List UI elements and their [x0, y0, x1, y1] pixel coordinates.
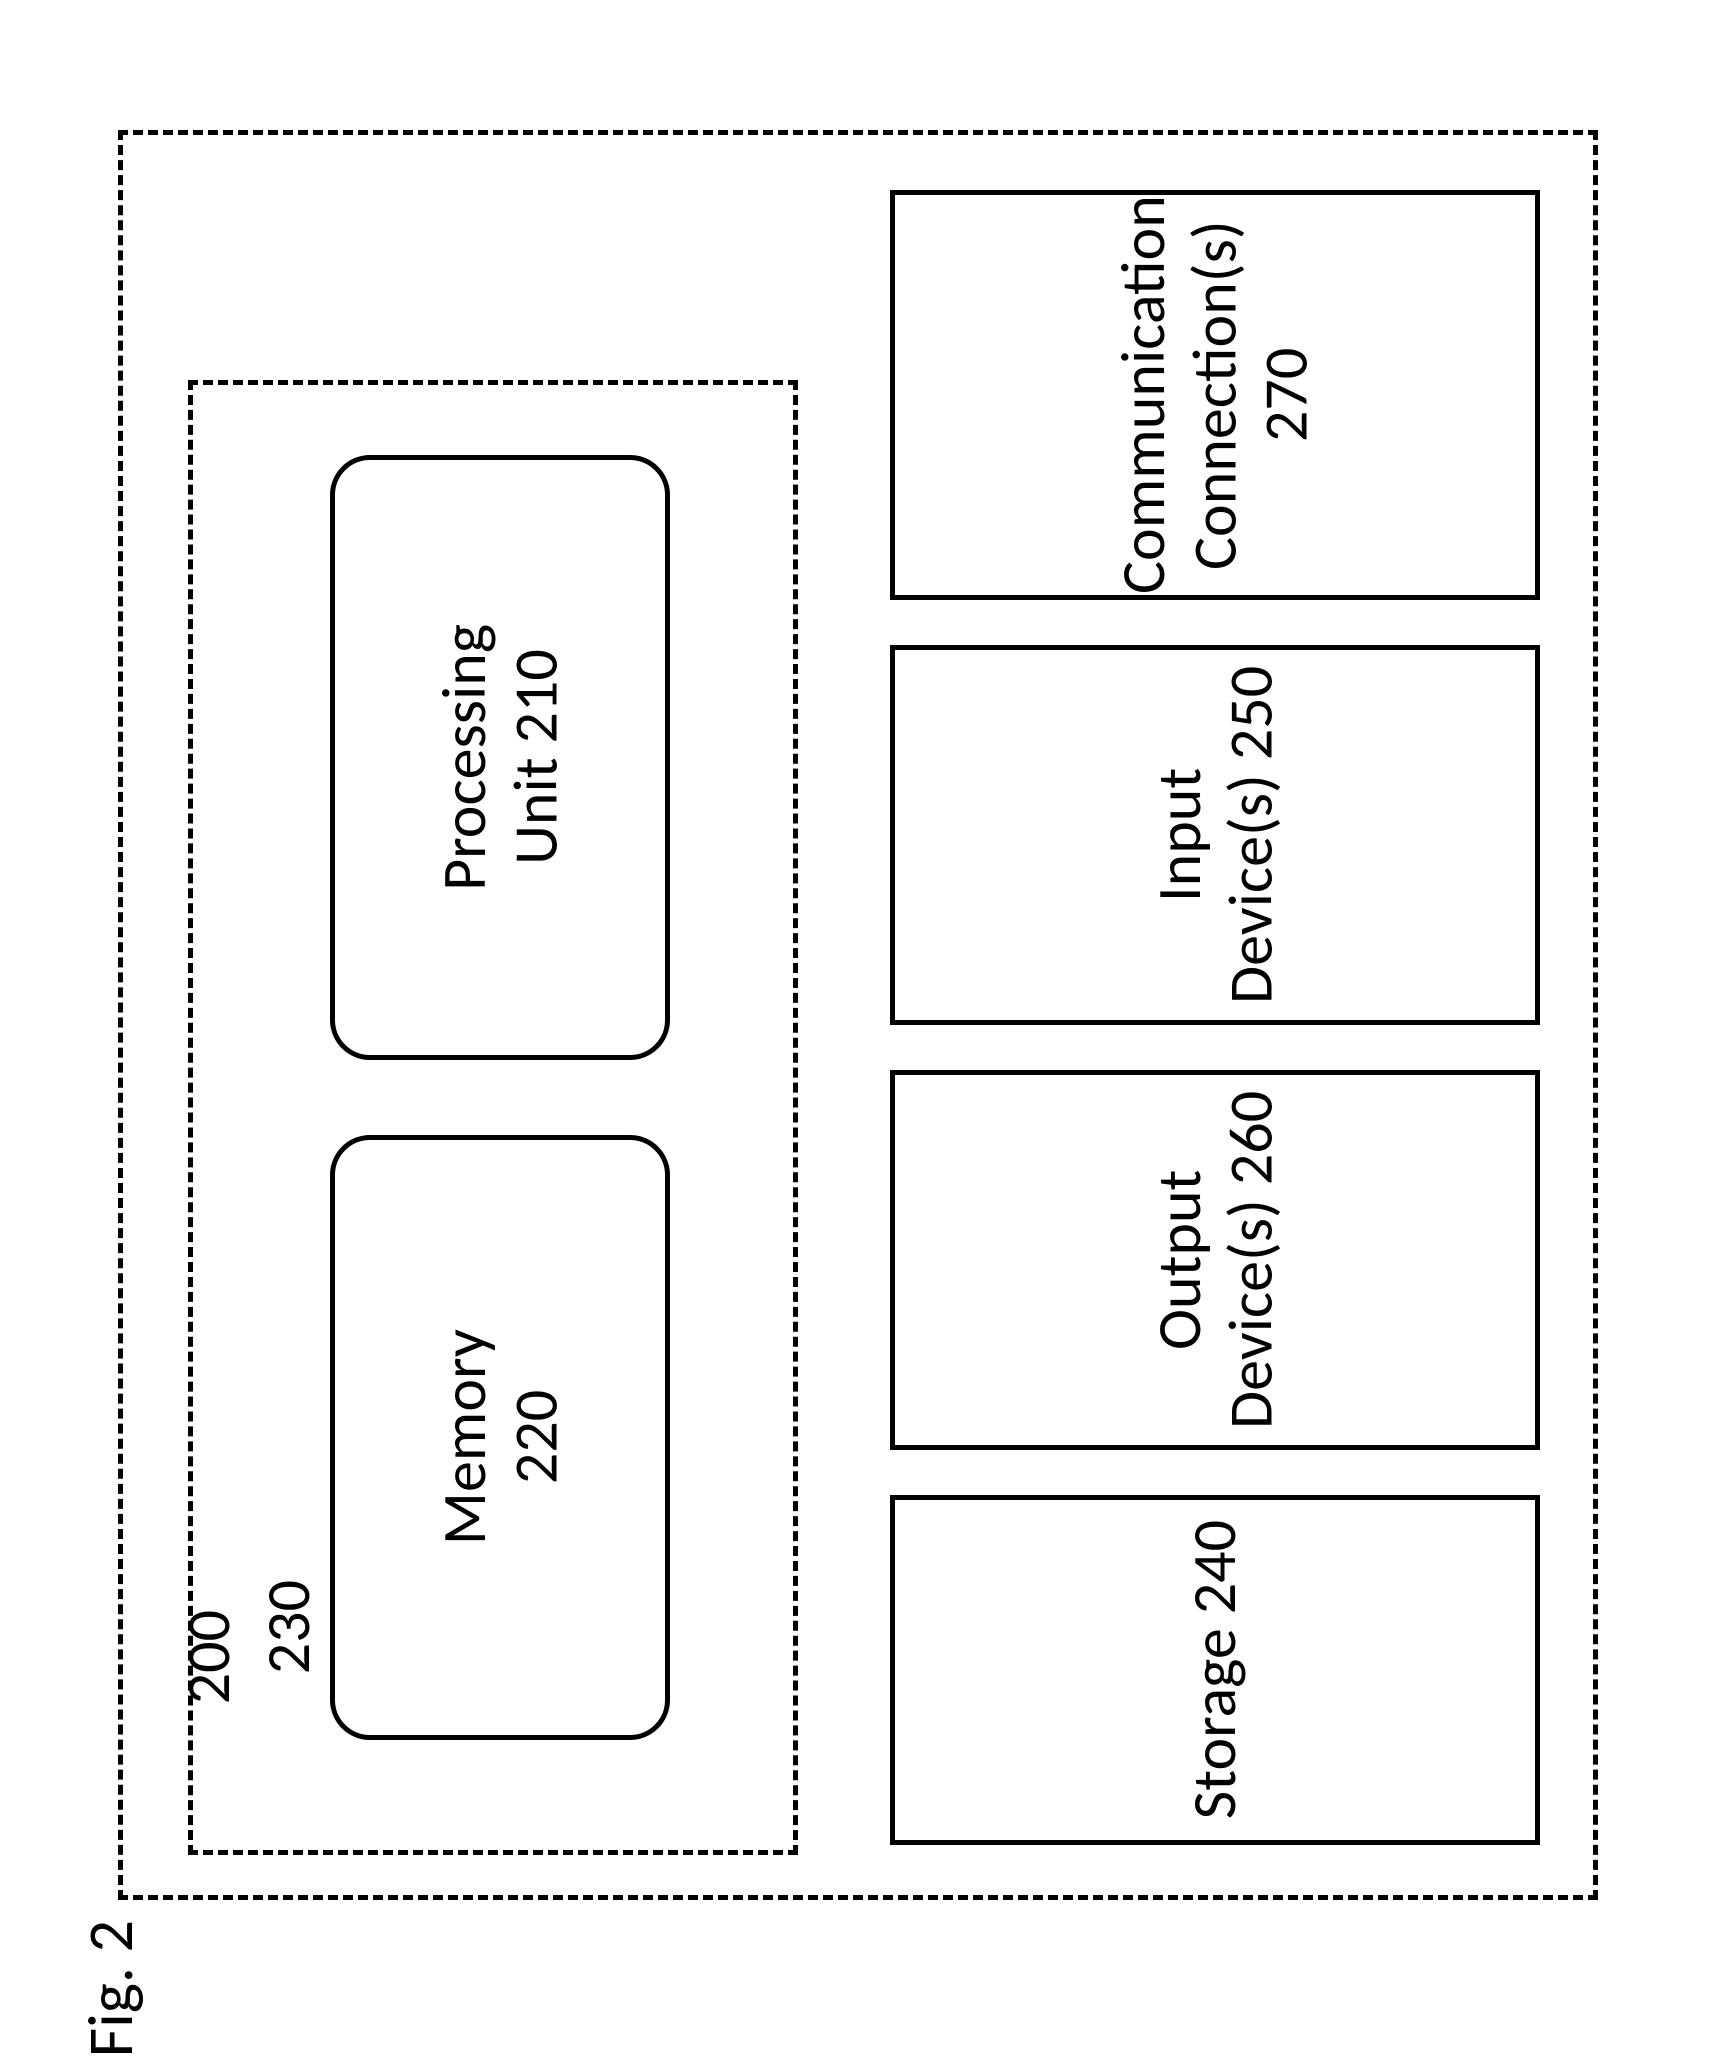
- diagram-canvas: 200 230 Processing Unit 210 Memory 220 C…: [0, 0, 1716, 2072]
- figure-caption: Fig. 2: [72, 1920, 150, 2057]
- communication-connections-label: Communication Connection(s) 270: [1108, 195, 1322, 595]
- subsystem-230-label: 230: [250, 1580, 326, 1674]
- memory-block: Memory 220: [330, 1135, 670, 1740]
- storage-label: Storage 240: [1179, 1520, 1250, 1819]
- communication-connections-block: Communication Connection(s) 270: [890, 190, 1540, 600]
- memory-label: Memory 220: [429, 1329, 572, 1545]
- output-devices-block: Output Device(s) 260: [890, 1070, 1540, 1450]
- output-devices-label: Output Device(s) 260: [1144, 1075, 1287, 1445]
- storage-block: Storage 240: [890, 1495, 1540, 1845]
- processing-unit-block: Processing Unit 210: [330, 455, 670, 1060]
- input-devices-block: Input Device(s) 250: [890, 645, 1540, 1025]
- input-devices-label: Input Device(s) 250: [1144, 650, 1287, 1020]
- processing-unit-label: Processing Unit 210: [429, 624, 572, 891]
